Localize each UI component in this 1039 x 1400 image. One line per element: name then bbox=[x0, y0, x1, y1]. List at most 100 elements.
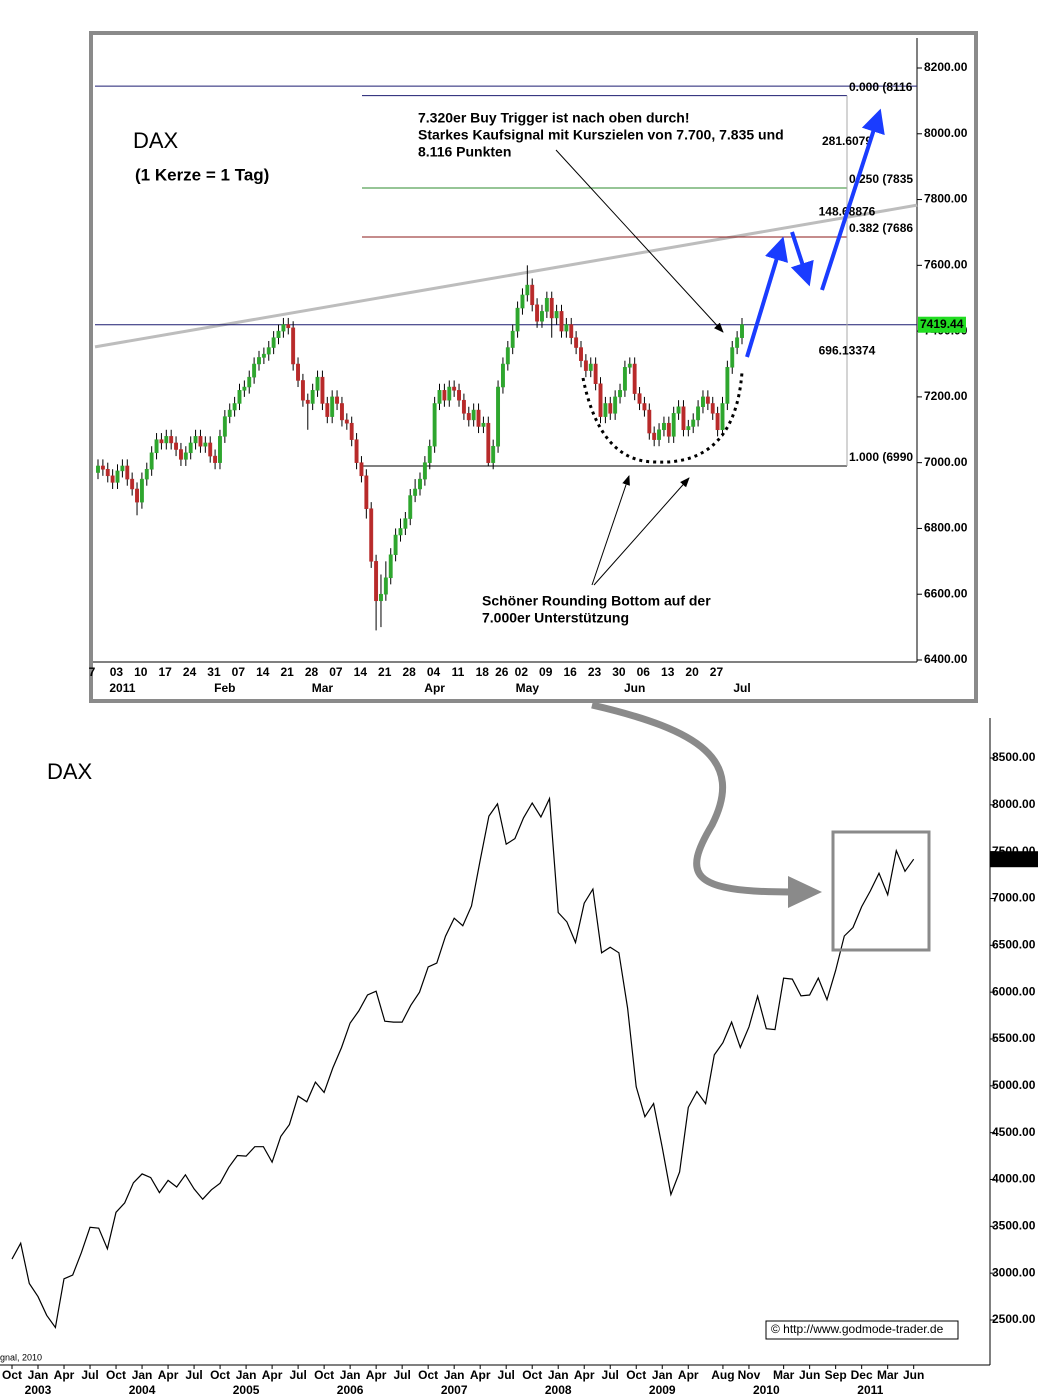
chart-title: DAX bbox=[47, 759, 93, 784]
candle-body bbox=[374, 561, 379, 602]
candle-body bbox=[232, 403, 237, 411]
x-tick-label: 30 bbox=[612, 665, 626, 679]
candle-body bbox=[286, 324, 291, 329]
candle-body bbox=[681, 406, 686, 431]
candle-body bbox=[505, 347, 510, 365]
x-tick-label: 02 bbox=[515, 665, 529, 679]
x-tick-label: Oct bbox=[418, 1368, 438, 1382]
x-tick-label: Apr bbox=[574, 1368, 595, 1382]
candle-body bbox=[481, 422, 486, 427]
x-tick-label: 03 bbox=[110, 665, 124, 679]
x-month-label: May bbox=[516, 681, 540, 695]
x-year-label: 2010 bbox=[753, 1383, 780, 1397]
candle-body bbox=[579, 347, 583, 361]
candle-body bbox=[608, 403, 613, 414]
x-tick-label: Oct bbox=[106, 1368, 126, 1382]
x-tick-label: Aug bbox=[711, 1368, 734, 1382]
candle-body bbox=[183, 452, 188, 460]
y-tick-label: 8000.00 bbox=[992, 797, 1036, 811]
candle-body bbox=[188, 442, 193, 454]
candle-body bbox=[515, 307, 520, 332]
x-tick-label: Jan bbox=[236, 1368, 257, 1382]
candle-body bbox=[705, 396, 710, 404]
candle-body bbox=[193, 436, 198, 444]
candle-body bbox=[720, 403, 725, 431]
x-year-label: 2005 bbox=[233, 1383, 260, 1397]
x-tick-label: Jan bbox=[132, 1368, 153, 1382]
candle-body bbox=[213, 455, 218, 463]
y-tick-label: 7800.00 bbox=[924, 192, 968, 206]
candle-body bbox=[657, 429, 662, 440]
candle-body bbox=[203, 442, 208, 447]
candle-body bbox=[583, 360, 588, 371]
x-tick-label: 11 bbox=[452, 665, 465, 679]
candle-body bbox=[154, 439, 159, 454]
candle-body bbox=[627, 363, 632, 368]
candle-body bbox=[418, 478, 422, 490]
candle-body bbox=[730, 347, 735, 368]
y-tick-label: 8000.00 bbox=[924, 126, 968, 140]
x-tick-label: 09 bbox=[539, 665, 553, 679]
candle-body bbox=[271, 337, 276, 348]
candle-body bbox=[647, 409, 652, 434]
x-tick-label: Jul bbox=[81, 1368, 98, 1382]
x-tick-label: Apr bbox=[158, 1368, 179, 1382]
zoom-arrow bbox=[591, 701, 791, 896]
candle-body bbox=[676, 406, 681, 414]
candle-body bbox=[320, 376, 325, 404]
candle-body bbox=[710, 403, 715, 414]
candle-body bbox=[598, 383, 603, 417]
candle-body bbox=[364, 475, 369, 509]
fib-label: 0.382 (7686 bbox=[849, 221, 913, 235]
y-tick-label: 5500.00 bbox=[992, 1031, 1036, 1045]
candle-body bbox=[349, 422, 354, 440]
x-tick-label: 17 bbox=[159, 665, 173, 679]
y-tick-label: 6600.00 bbox=[924, 586, 968, 600]
candle-body bbox=[281, 324, 286, 332]
fib-label: 0.000 (8116 bbox=[849, 80, 913, 94]
candle-body bbox=[540, 311, 544, 322]
price-tag bbox=[990, 851, 1038, 868]
candle-body bbox=[276, 330, 281, 338]
x-tick-label: 14 bbox=[354, 665, 368, 679]
x-year-label: 2003 bbox=[25, 1383, 52, 1397]
y-tick-label: 3500.00 bbox=[992, 1219, 1036, 1233]
x-tick-label: Mar bbox=[773, 1368, 795, 1382]
candle-body bbox=[666, 422, 671, 437]
x-tick-label: Jun bbox=[799, 1368, 820, 1382]
forecast-arrow bbox=[790, 231, 814, 287]
candle-body bbox=[144, 468, 149, 480]
x-month-label: Jul bbox=[733, 681, 750, 695]
x-year-label: 2011 bbox=[857, 1383, 883, 1397]
frame bbox=[89, 31, 978, 703]
candle-body bbox=[149, 452, 154, 470]
y-tick-label: 7200.00 bbox=[924, 389, 968, 403]
candle-body bbox=[354, 439, 359, 463]
candle-body bbox=[520, 294, 525, 309]
x-tick-label: Jan bbox=[340, 1368, 361, 1382]
candle-body bbox=[593, 363, 598, 384]
x-tick-label: Jul bbox=[602, 1368, 619, 1382]
candle-body bbox=[496, 386, 501, 447]
candle-body bbox=[525, 284, 530, 296]
candle-body bbox=[383, 577, 388, 595]
candle-body bbox=[335, 396, 340, 404]
y-tick-label: 4000.00 bbox=[992, 1172, 1036, 1186]
candle-body bbox=[261, 353, 266, 358]
x-tick-label: Jan bbox=[652, 1368, 673, 1382]
candle-body bbox=[691, 419, 696, 427]
candle-body bbox=[247, 376, 252, 388]
x-tick-label: Apr bbox=[366, 1368, 387, 1382]
candle-body bbox=[554, 311, 559, 319]
candle-body bbox=[305, 399, 310, 404]
x-tick-label: Oct bbox=[522, 1368, 542, 1382]
x-month-label: 2011 bbox=[109, 681, 135, 695]
candle-body bbox=[296, 363, 300, 381]
price-tag-label: 7419.44 bbox=[920, 317, 964, 331]
candle-body bbox=[559, 311, 564, 332]
x-tick-label: 27 bbox=[710, 665, 724, 679]
candle-body bbox=[422, 462, 427, 480]
candle-body bbox=[476, 409, 481, 427]
